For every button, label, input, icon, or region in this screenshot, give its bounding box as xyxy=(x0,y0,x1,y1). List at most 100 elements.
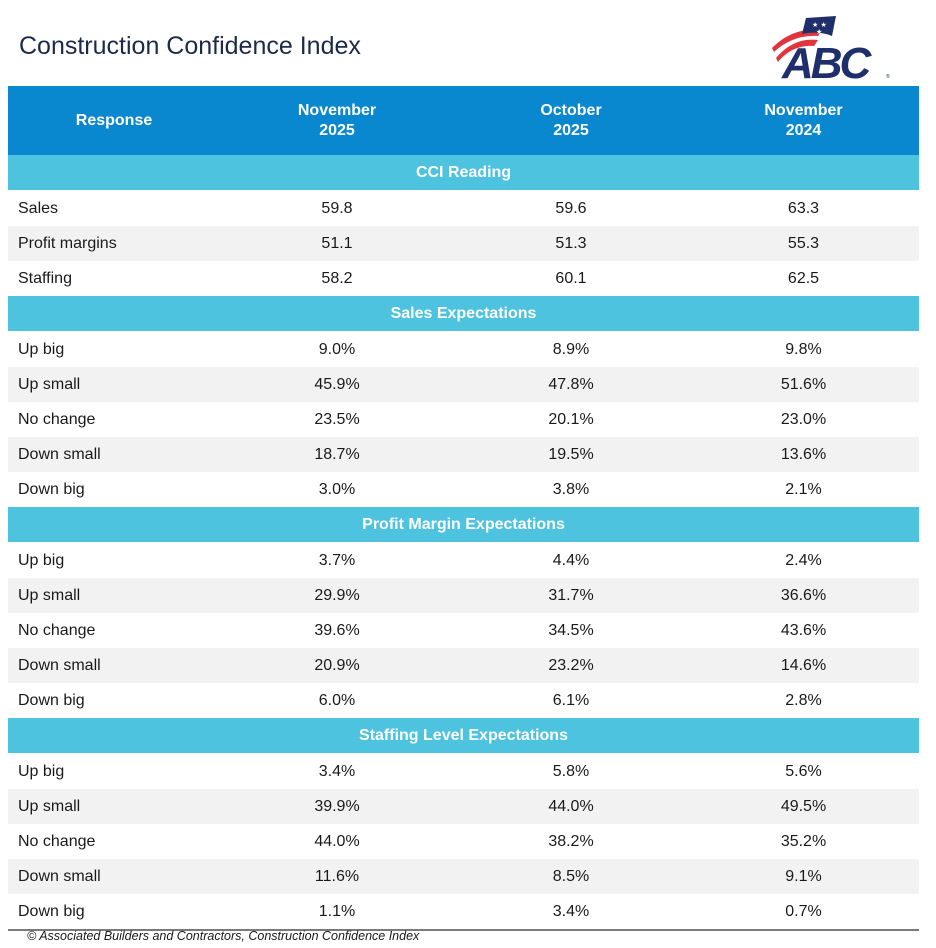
flag-icon: ★ ★ ★ xyxy=(772,16,836,62)
section-header-row: Staffing Level Expectations xyxy=(8,718,919,754)
table-row: Up small 39.9% 44.0% 49.5% xyxy=(8,789,919,824)
section-title: Sales Expectations xyxy=(8,296,919,332)
copyright-footer: © Associated Builders and Contractors, C… xyxy=(27,929,420,943)
row-value: 4.4% xyxy=(552,551,590,569)
row-label: Up big xyxy=(18,762,65,780)
column-header-line1: October xyxy=(540,101,602,119)
section-header-row: CCI Reading xyxy=(8,155,919,191)
row-label: Down big xyxy=(8,894,220,931)
row-value: 9.0% xyxy=(318,340,356,358)
section-header-row: Profit Margin Expectations xyxy=(8,507,919,543)
row-value: 3.0% xyxy=(318,480,356,498)
row-label: Profit margins xyxy=(8,226,220,261)
svg-text:★ ★: ★ ★ xyxy=(812,21,827,29)
row-value: 23.5% xyxy=(314,410,360,428)
table-row: Down small 11.6% 8.5% 9.1% xyxy=(8,859,919,894)
column-header: November 2025 xyxy=(220,86,454,155)
column-header: November 2024 xyxy=(688,86,919,155)
row-label: Staffing xyxy=(18,269,72,287)
row-value: 6.0% xyxy=(318,691,356,709)
row-label: Up small xyxy=(8,578,220,613)
table-row: Profit margins 51.1 51.3 55.3 xyxy=(8,226,919,261)
table-row: Up big 9.0% 8.9% 9.8% xyxy=(8,332,919,368)
row-label: Down small xyxy=(8,859,220,894)
row-value: 60.1 xyxy=(555,269,587,287)
row-label: No change xyxy=(18,621,96,639)
row-value: 51.3 xyxy=(454,226,688,261)
row-value: 49.5% xyxy=(688,789,919,824)
row-value: 0.7% xyxy=(688,894,919,931)
row-value: 63.3 xyxy=(787,199,820,217)
row-value: 23.0% xyxy=(780,410,827,428)
row-value: 2.4% xyxy=(785,551,822,569)
row-value: 13.6% xyxy=(688,437,919,472)
row-value: 39.9% xyxy=(220,789,454,824)
cci-table: Response November 2025 October 2025 November 2… xyxy=(8,86,919,931)
row-value: 20.9% xyxy=(220,648,454,683)
row-value: 19.5% xyxy=(454,437,688,472)
row-label: No change xyxy=(18,832,96,850)
table-row: Down big 3.0% 3.8% 2.1% xyxy=(8,472,919,507)
row-value: 44.0% xyxy=(314,832,360,850)
row-value: 3.4% xyxy=(454,894,688,931)
column-header-line1: November xyxy=(297,101,377,119)
table-row: Down big 6.0% 6.1% 2.8% xyxy=(8,683,919,718)
row-value: 43.6% xyxy=(780,621,827,639)
row-value: 2.1% xyxy=(785,480,822,498)
row-value: 45.9% xyxy=(220,367,454,402)
column-header: Response xyxy=(8,86,220,155)
row-value: 5.8% xyxy=(552,762,590,780)
row-value: 55.3 xyxy=(688,226,919,261)
row-value: 38.2% xyxy=(548,832,594,850)
row-value: 51.1 xyxy=(220,226,454,261)
row-value: 62.5 xyxy=(787,269,820,287)
row-value: 34.5% xyxy=(548,621,594,639)
row-value: 18.7% xyxy=(220,437,454,472)
table-row: No change 39.6% 34.5% 43.6% xyxy=(8,613,919,648)
row-value: 47.8% xyxy=(454,367,688,402)
table-row: Down small 18.7% 19.5% 13.6% xyxy=(8,437,919,472)
row-value: 29.9% xyxy=(220,578,454,613)
table-row: Up big 3.7% 4.4% 2.4% xyxy=(8,543,919,579)
page-title: Construction Confidence Index xyxy=(19,32,361,60)
table-row: Down big 1.1% 3.4% 0.7% xyxy=(8,894,919,931)
row-value: 14.6% xyxy=(688,648,919,683)
logo-text: ABC xyxy=(781,39,873,82)
row-value: 35.2% xyxy=(780,832,827,850)
svg-text:★: ★ xyxy=(816,28,822,36)
row-value: 31.7% xyxy=(454,578,688,613)
row-label: Up small xyxy=(8,367,220,402)
row-value: 20.1% xyxy=(548,410,594,428)
section-title: Profit Margin Expectations xyxy=(8,507,919,543)
row-value: 11.6% xyxy=(220,859,454,894)
row-value: 51.6% xyxy=(688,367,919,402)
row-value: 9.1% xyxy=(688,859,919,894)
row-value: 1.1% xyxy=(220,894,454,931)
row-value: 8.9% xyxy=(552,340,590,358)
row-value: 8.5% xyxy=(454,859,688,894)
svg-text:®: ® xyxy=(886,73,890,80)
column-header-line2: 2025 xyxy=(319,121,355,139)
table-row: Sales 59.8 59.6 63.3 xyxy=(8,191,919,227)
column-header-line2: 2024 xyxy=(785,121,822,139)
section-title: CCI Reading xyxy=(8,155,919,191)
row-value: 3.4% xyxy=(318,762,356,780)
row-value: 39.6% xyxy=(314,621,360,639)
table-row: Up small 45.9% 47.8% 51.6% xyxy=(8,367,919,402)
row-value: 36.6% xyxy=(688,578,919,613)
column-header-line2: 2025 xyxy=(553,121,589,139)
row-value: 3.7% xyxy=(318,551,356,569)
row-value: 58.2 xyxy=(321,269,353,287)
table-row: No change 23.5% 20.1% 23.0% xyxy=(8,402,919,437)
row-value: 9.8% xyxy=(785,340,822,358)
row-label: Up small xyxy=(8,789,220,824)
table-row: Up big 3.4% 5.8% 5.6% xyxy=(8,754,919,790)
row-value: 59.6 xyxy=(555,199,587,217)
row-label: Down big xyxy=(18,480,85,498)
table-header-row: Response November 2025 October 2025 November 2… xyxy=(8,86,919,155)
row-label: Down big xyxy=(18,691,85,709)
column-header-line1: November xyxy=(764,101,843,119)
row-value: 6.1% xyxy=(552,691,590,709)
column-header: October 2025 xyxy=(454,86,688,155)
row-label: No change xyxy=(18,410,96,428)
